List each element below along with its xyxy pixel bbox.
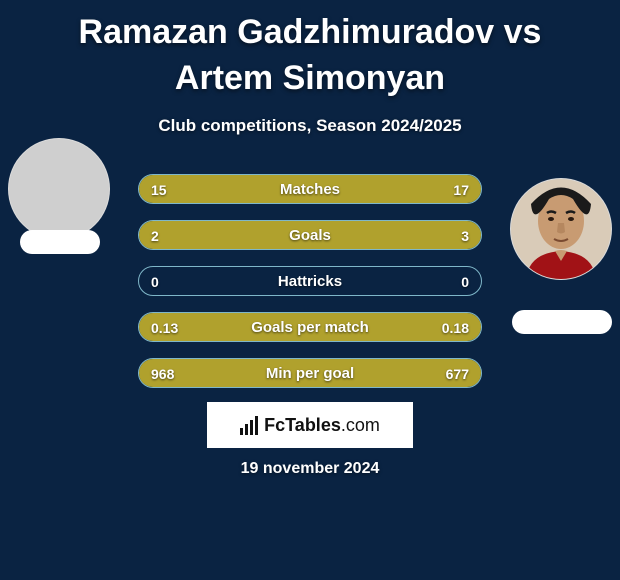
player-left-avatar (8, 138, 110, 240)
stats-table: 1517Matches 23Goals 00Hattricks 0.130.18Goa… (138, 174, 482, 404)
stat-label: Matches (139, 175, 481, 204)
player-right-avatar-image (511, 179, 611, 279)
player-right-name-chip (512, 310, 612, 334)
logo-text-main: FcTables (264, 415, 341, 435)
page-title: Ramazan Gadzhimuradov vs Artem Simonyan (0, 0, 620, 102)
stat-row: 0.130.18Goals per match (138, 312, 482, 342)
stat-label: Hattricks (139, 267, 481, 296)
stat-row: 23Goals (138, 220, 482, 250)
stat-label: Goals per match (139, 313, 481, 342)
logo-text-suffix: .com (341, 415, 380, 435)
date-caption: 19 november 2024 (0, 460, 620, 478)
player-left-name-chip-2 (20, 230, 100, 254)
stat-row: 00Hattricks (138, 266, 482, 296)
player-right-avatar (510, 178, 612, 280)
stat-label: Min per goal (139, 359, 481, 388)
season-subtitle: Club competitions, Season 2024/2025 (0, 116, 620, 136)
stat-row: 968677Min per goal (138, 358, 482, 388)
stat-row: 1517Matches (138, 174, 482, 204)
stat-label: Goals (139, 221, 481, 250)
logo-text: FcTables.com (264, 415, 380, 436)
logo-bars-icon (240, 416, 258, 435)
fctables-logo: FcTables.com (207, 402, 413, 448)
